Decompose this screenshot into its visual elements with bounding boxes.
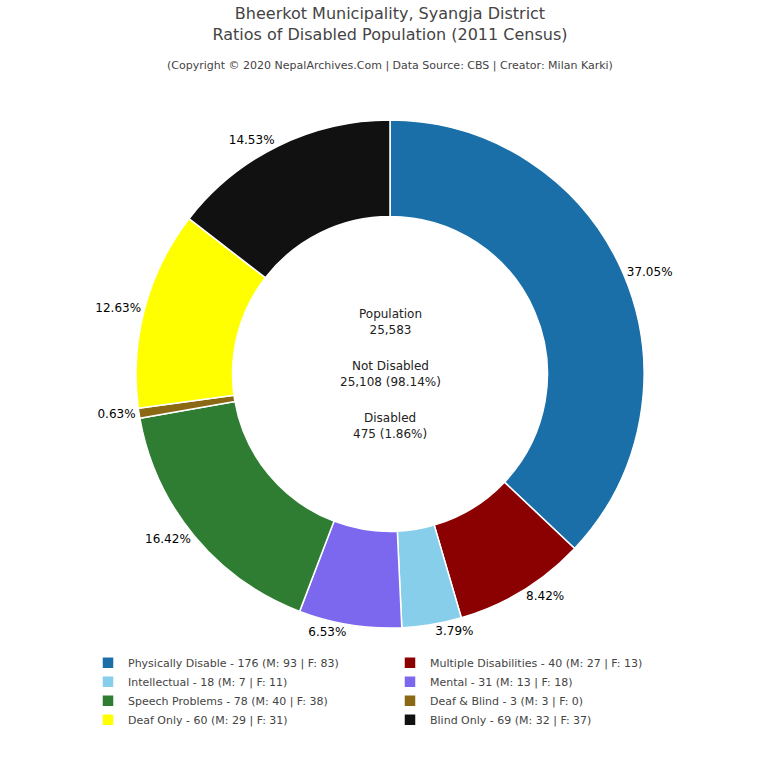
svg-text:Deaf & Blind - 3 (M: 3 | F: 0): Deaf & Blind - 3 (M: 3 | F: 0) bbox=[430, 695, 583, 708]
svg-text:Mental - 31 (M: 13 | F: 18): Mental - 31 (M: 13 | F: 18) bbox=[430, 676, 572, 689]
svg-text:(Copyright © 2020 NepalArchive: (Copyright © 2020 NepalArchives.Com | Da… bbox=[167, 59, 613, 72]
svg-text:Bheerkot Municipality, Syangja: Bheerkot Municipality, Syangja DistrictR… bbox=[212, 4, 567, 44]
svg-text:Intellectual - 18 (M: 7 | F: 1: Intellectual - 18 (M: 7 | F: 11) bbox=[128, 676, 287, 689]
svg-text:Deaf Only - 60 (M: 29 | F: 31): Deaf Only - 60 (M: 29 | F: 31) bbox=[128, 714, 288, 727]
svg-text:Disabled475 (1.86%): Disabled475 (1.86%) bbox=[353, 411, 427, 441]
svg-text:37.05%: 37.05% bbox=[627, 265, 673, 279]
svg-text:Population25,583: Population25,583 bbox=[359, 307, 422, 337]
svg-text:12.63%: 12.63% bbox=[95, 301, 141, 315]
svg-text:Physically Disable - 176 (M: 9: Physically Disable - 176 (M: 93 | F: 83) bbox=[128, 657, 339, 670]
svg-text:Blind Only - 69 (M: 32 | F: 37: Blind Only - 69 (M: 32 | F: 37) bbox=[430, 714, 591, 727]
svg-text:Multiple Disabilities - 40 (M:: Multiple Disabilities - 40 (M: 27 | F: 1… bbox=[430, 657, 642, 670]
svg-text:0.63%: 0.63% bbox=[97, 407, 135, 421]
svg-text:6.53%: 6.53% bbox=[308, 625, 346, 639]
svg-text:8.42%: 8.42% bbox=[526, 589, 564, 603]
svg-text:Speech Problems - 78 (M: 40 |: Speech Problems - 78 (M: 40 | F: 38) bbox=[128, 695, 328, 708]
svg-text:14.53%: 14.53% bbox=[229, 133, 275, 147]
svg-text:Not Disabled25,108 (98.14%): Not Disabled25,108 (98.14%) bbox=[340, 359, 441, 389]
svg-text:3.79%: 3.79% bbox=[435, 624, 473, 638]
svg-text:16.42%: 16.42% bbox=[145, 532, 191, 546]
